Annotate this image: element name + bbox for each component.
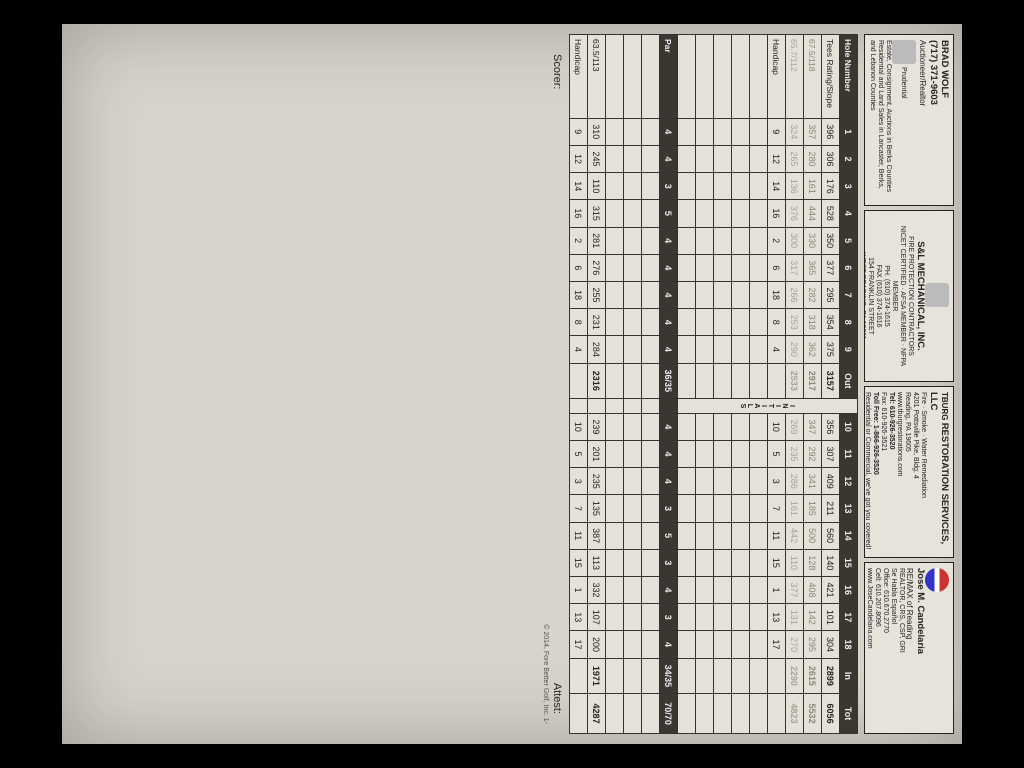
remax-balloon-icon	[925, 568, 949, 592]
hole-header-row: Hole Number123456789OutI N I T I A L S10…	[840, 35, 858, 734]
ad-sub: RE/MAX of Reading	[905, 568, 914, 728]
ad-office: Office: 610.670.2770	[881, 568, 889, 728]
score-row[interactable]	[678, 35, 696, 734]
tee-row: 65.7/11232426513637630031726625329025332…	[786, 35, 804, 734]
attest-label: Attest:	[551, 683, 563, 714]
ad-fax: FAX (610) 374-1616	[874, 216, 882, 376]
score-row[interactable]	[696, 35, 714, 734]
tee-row: Tees Rating/Slope39630617652835037729535…	[822, 35, 840, 734]
prudential-logo-icon	[892, 40, 916, 64]
tee-row: 67.5/11835728016144433036528231836229173…	[804, 35, 822, 734]
score-row[interactable]	[714, 35, 732, 734]
score-row[interactable]	[624, 35, 642, 734]
ad-title: REALTOR, CRS, CSP, GRI	[897, 568, 905, 728]
scorecard-table: Hole Number123456789OutI N I T I A L S10…	[569, 34, 858, 734]
ad-web: www.JoseCandelaria.com	[865, 568, 873, 728]
ad-sub: Fire · Smoke · Water Remediation	[919, 392, 927, 552]
footer: Scorer: Attest:	[551, 34, 563, 734]
tee-row: 63.5/11331024511031528127625523128423162…	[588, 35, 606, 734]
par-row: Par44354444436/3544435343434/3570/70	[660, 35, 678, 734]
ad-tag: Residential or Commercial, we've got you…	[864, 392, 871, 552]
ad-tel: Tel: 610-926-3520	[888, 392, 895, 449]
ad-phone: PH. (610) 374-1615	[882, 216, 890, 376]
ad-headline: S&L MECHANICAL, INC.	[914, 216, 925, 376]
ad-brad-wolf: BRAD WOLF (717) 371-9603 Auctioneer/Real…	[864, 34, 954, 206]
ad-addr: 4201 Pottsville Pike, Bldg. 4 Reading, P…	[895, 392, 919, 552]
ad-sub: Auctioneer/Realtor	[918, 40, 927, 200]
ad-certs: NICET CERTIFIED · AFSA MEMBER · NFPA MEM…	[890, 216, 906, 376]
handicap-row: Handicap912141626188410537111511317	[570, 35, 588, 734]
ad-headline: BRAD WOLF	[938, 40, 949, 200]
ad-addr: 154 FRANKLIN STREET WEST READING, PA 196…	[864, 216, 874, 376]
copyright: © 2014, Fore Better Golf, Inc. 1-	[542, 34, 549, 734]
scorer-label: Scorer:	[551, 54, 563, 89]
score-row[interactable]	[750, 35, 768, 734]
score-row[interactable]	[732, 35, 750, 734]
score-row[interactable]	[642, 35, 660, 734]
ad-disclaimer: Each Office Independently Owned	[864, 568, 865, 728]
ad-brand: TBURG	[940, 392, 949, 420]
sl-logo-icon	[925, 283, 949, 307]
ad-headline: Jose M. Candelaria	[914, 568, 925, 728]
ad-lang: Se Habla Español	[889, 568, 897, 728]
ad-fax: Fax: 610-926-3521	[879, 392, 887, 552]
ad-sl-mechanical: S&L MECHANICAL, INC. FIRE PROTECTION CON…	[864, 210, 954, 382]
ad-remax: Jose M. Candelaria RE/MAX of Reading REA…	[864, 562, 954, 734]
ad-phone: (717) 371-9603	[927, 40, 938, 200]
ad-sub: FIRE PROTECTION CONTRACTORS	[906, 216, 914, 376]
ad-cell: Cell: 610.207.8096	[873, 568, 881, 728]
handicap-row: Handicap912141626188410537111511317	[768, 35, 786, 734]
ad-tburg: TBURG RESTORATION SERVICES, LLC Fire · S…	[864, 386, 954, 558]
ad-extra: Estate, Consignment, Auctions in Berks C…	[884, 40, 892, 200]
ad-tollfree: Toll Free: 1-866-926-3520	[872, 392, 879, 475]
score-row[interactable]	[606, 35, 624, 734]
ad-body: Residential and Land Sales in Lancaster,…	[868, 40, 884, 200]
ad-row: BRAD WOLF (717) 371-9603 Auctioneer/Real…	[864, 34, 954, 734]
